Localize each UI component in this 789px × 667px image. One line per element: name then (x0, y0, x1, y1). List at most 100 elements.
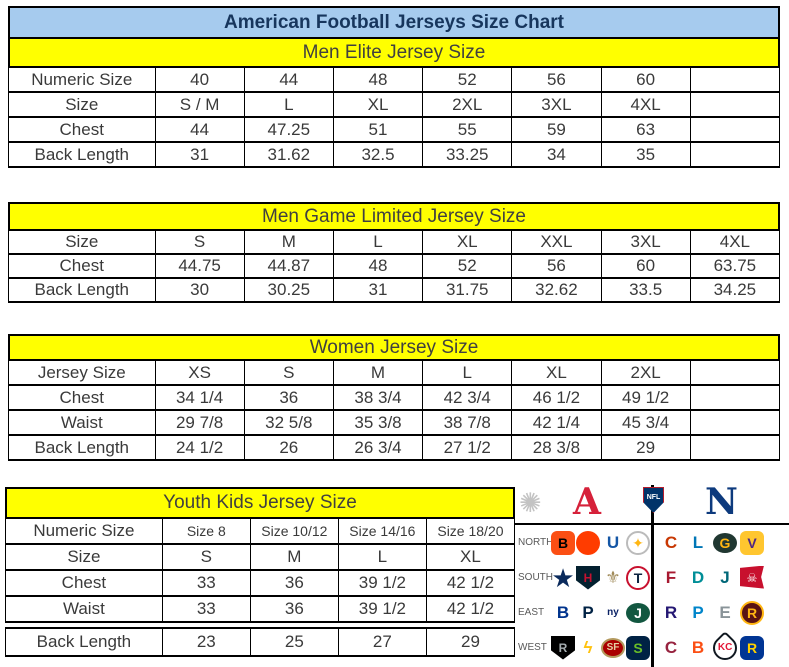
row-label: Chest (5, 569, 163, 597)
table-row: Back Length 31 31.62 32.5 33.25 34 35 (8, 141, 781, 168)
row-label: Waist (8, 409, 156, 436)
size-cell: 52 (422, 66, 513, 93)
team-logo-tampa-bay-buccaneers: ☠ (740, 565, 764, 589)
nfl-teams-panel: ✺ A NFL N NORTH B U ✦ C L G V SOUTH ★ H ⚜ T F D J ☠ EAST B… (515, 481, 789, 667)
team-logo-dallas-cowboys: ★ (551, 562, 575, 593)
row-label: Numeric Size (8, 66, 156, 93)
table-row: Chest 44.75 44.87 48 52 56 60 63.75 (8, 253, 781, 279)
size-cell: 30.25 (243, 277, 334, 303)
size-cell: 31.62 (243, 141, 334, 168)
chart-title: American Football Jerseys Size Chart (223, 12, 564, 33)
size-cell: 51 (332, 116, 424, 143)
size-cell: 52 (422, 253, 513, 279)
size-cell: 33.25 (422, 141, 513, 168)
conference-divider (651, 485, 654, 667)
size-cell: 25 (249, 627, 339, 657)
team-logo-jacksonville-jaguars: J (720, 568, 730, 587)
size-cell: 27 (337, 627, 427, 657)
team-logo-chicago-bears: C (664, 533, 678, 552)
team-logo-washington-redskins: R (740, 600, 764, 625)
row-label: Back Length (8, 277, 156, 303)
size-table-grid: Jersey Size XS S M L XL 2XL Chest 34 1/4 36 38 3/4… (8, 359, 781, 461)
size-cell: 63 (600, 116, 691, 143)
size-cell: 32.5 (332, 141, 424, 168)
size-cell: 34 (511, 141, 602, 168)
nfc-south-teams: F D J ☠ (659, 565, 764, 590)
size-cell: 34 1/4 (154, 384, 245, 411)
men-game-limited-size-table: Men Game Limited Jersey Size Size S M L XL XXL… (8, 202, 781, 303)
team-logo-new-york-jets: J (626, 602, 650, 623)
size-cell: 30 (154, 277, 245, 303)
size-cell: 34.25 (689, 277, 781, 303)
size-cell: L (243, 91, 334, 118)
size-cell: 59 (511, 116, 602, 143)
row-label: Back Length (8, 434, 156, 461)
size-cell: 40 (154, 66, 245, 93)
size-cell: 3XL (600, 229, 691, 255)
size-cell: XL (422, 229, 513, 255)
team-logo-new-orleans-saints: ⚜ (605, 568, 621, 587)
row-label: Jersey Size (8, 359, 156, 386)
size-cell: 29 (600, 434, 691, 461)
size-cell (689, 359, 781, 386)
size-cell (689, 66, 781, 93)
size-cell: 44.87 (243, 253, 334, 279)
table-row: Waist 29 7/8 32 5/8 35 3/8 38 7/8 42 1/4 45 3/… (8, 409, 781, 436)
size-cell: 42 1/2 (425, 595, 516, 623)
table-row: Numeric Size 40 44 48 52 56 60 (8, 66, 781, 93)
size-cell: Size 10/12 (249, 517, 339, 545)
size-cell: 42 3/4 (422, 384, 513, 411)
row-label: Waist (5, 595, 163, 623)
size-cell (689, 116, 781, 143)
team-logo-arizona-cardinals: C (664, 638, 678, 657)
size-cell: 31 (332, 277, 424, 303)
nfl-shield-icon: NFL (643, 487, 664, 513)
size-cell: S (161, 543, 251, 571)
size-cell: 2XL (600, 359, 691, 386)
size-cell: 32 5/8 (243, 409, 334, 436)
chart-title-bar: American Football Jerseys Size Chart (8, 6, 780, 39)
afc-south-teams: ★ H ⚜ T (551, 562, 650, 593)
division-row-south: SOUTH ★ H ⚜ T F D J ☠ (515, 560, 789, 595)
size-cell: 26 (243, 434, 334, 461)
team-logo-oakland-raiders: R (551, 635, 575, 660)
youth-kids-size-table: Youth Kids Jersey Size Numeric Size Size 8… (5, 487, 516, 657)
team-logo-tennessee-titans: T (626, 565, 650, 590)
team-logo-cincinnati-bengals: B (551, 530, 575, 555)
section-title: Youth Kids Jersey Size (5, 487, 515, 519)
size-cell: S (154, 229, 245, 255)
team-logo-seattle-seahawks: S (626, 635, 650, 660)
row-label: Chest (8, 384, 156, 411)
size-cell: 28 3/8 (511, 434, 602, 461)
row-label: Back Length (5, 627, 163, 657)
table-row: Back Length 23 25 27 29 (5, 627, 516, 657)
size-cell (689, 91, 781, 118)
size-cell: 35 3/8 (332, 409, 424, 436)
size-cell: 36 (249, 595, 339, 623)
division-label: NORTH (518, 537, 554, 548)
size-cell: 60 (600, 253, 691, 279)
size-cell (689, 409, 781, 436)
nfc-west-teams: C B KC R (659, 630, 764, 665)
women-size-table: Women Jersey Size Jersey Size XS S M L XL 2XL Ch… (8, 334, 781, 461)
team-logo-new-york-giants: ny (607, 606, 619, 618)
size-cell: 31 (154, 141, 245, 168)
row-label: Size (8, 229, 156, 255)
size-cell: M (332, 359, 424, 386)
size-cell: Size 18/20 (425, 517, 516, 545)
size-cell: 48 (332, 253, 424, 279)
size-cell: 3XL (511, 91, 602, 118)
size-cell: 56 (511, 253, 602, 279)
table-row: Numeric Size Size 8 Size 10/12 Size 14/16 Si… (5, 517, 516, 545)
division-row-north: NORTH B U ✦ C L G V (515, 525, 789, 560)
size-cell: 55 (422, 116, 513, 143)
size-cell: 44 (154, 116, 245, 143)
size-cell: 33 (161, 595, 251, 623)
size-table-grid: Back Length 23 25 27 29 (5, 627, 516, 657)
team-logo-pittsburgh-steelers: ✦ (626, 530, 650, 555)
size-cell: 56 (511, 66, 602, 93)
size-cell: 26 3/4 (332, 434, 424, 461)
